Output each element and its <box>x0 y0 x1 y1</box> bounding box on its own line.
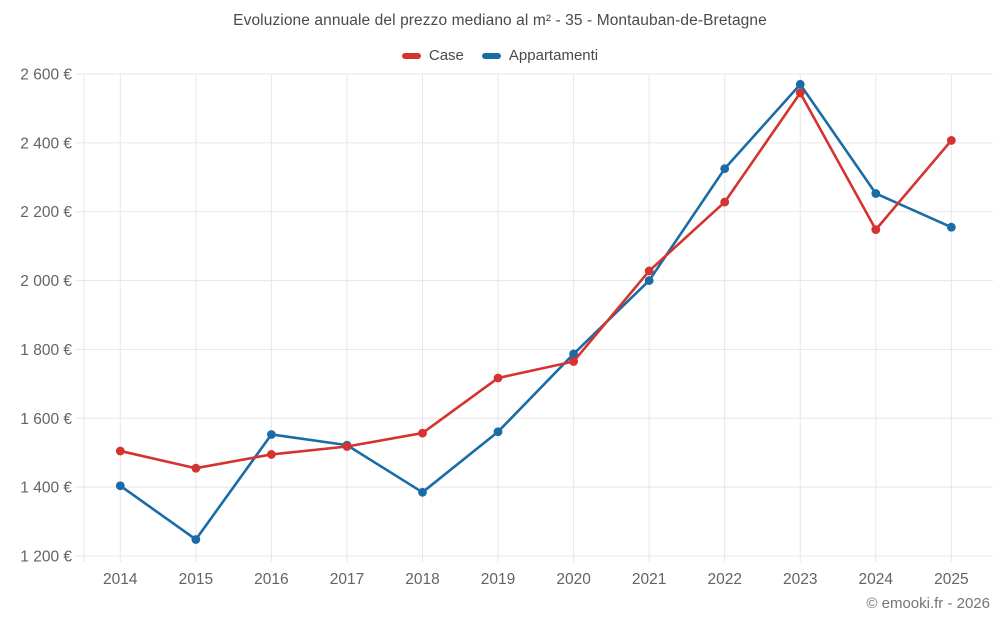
y-axis-tick-label: 2 400 € <box>20 135 72 152</box>
x-axis-tick-label: 2022 <box>707 571 741 588</box>
data-point-appartamenti <box>191 535 201 544</box>
appartamenti-series-swatch-icon <box>481 52 501 59</box>
data-point-appartamenti <box>493 427 503 437</box>
y-axis-tick-label: 1 400 € <box>20 480 72 497</box>
data-point-case <box>720 197 730 207</box>
data-point-case <box>871 225 881 235</box>
x-axis-tick-label: 2018 <box>405 571 439 588</box>
x-axis-tick-label: 2021 <box>632 571 666 588</box>
data-point-case <box>115 446 125 456</box>
data-point-case <box>267 450 276 459</box>
data-point-appartamenti <box>418 487 427 497</box>
data-point-case <box>569 357 578 366</box>
x-axis-tick-label: 2023 <box>783 571 817 588</box>
series-line-appartamenti <box>119 83 953 541</box>
chart-title: Evoluzione annuale del prezzo mediano al… <box>233 12 767 29</box>
data-point-case <box>342 442 352 451</box>
x-axis-tick-label: 2017 <box>330 571 364 588</box>
data-point-case <box>191 463 201 473</box>
legend: Case Appartamenti <box>0 47 1000 64</box>
data-point-appartamenti <box>871 189 881 198</box>
x-axis-tick-label: 2024 <box>859 571 894 588</box>
data-point-case <box>795 88 805 98</box>
x-axis-tick-label: 2020 <box>556 571 591 588</box>
data-point-appartamenti <box>267 430 276 439</box>
y-axis-tick-label: 1 200 € <box>20 549 72 566</box>
y-axis-tick-label: 2 600 € <box>20 67 72 84</box>
legend-item-case[interactable]: Case <box>401 47 464 64</box>
data-point-appartamenti <box>946 222 956 232</box>
legend-label-appartamenti: Appartamenti <box>508 47 599 64</box>
data-point-appartamenti <box>644 276 654 285</box>
y-axis-tick-label: 2 200 € <box>20 204 72 221</box>
data-point-case <box>493 373 503 383</box>
x-axis-tick-label: 2016 <box>254 571 288 588</box>
x-axis-tick-label: 2015 <box>179 571 213 588</box>
data-point-appartamenti <box>569 349 578 359</box>
x-axis-tick-label: 2019 <box>481 571 515 588</box>
data-point-case <box>946 136 956 145</box>
y-axis-tick-label: 1 600 € <box>20 411 72 428</box>
series-line-case <box>119 91 953 470</box>
data-point-case <box>644 266 654 276</box>
data-point-appartamenti <box>720 164 730 174</box>
attribution-text: © emooki.fr - 2026 <box>866 595 990 612</box>
legend-label-case: Case <box>428 47 464 64</box>
x-axis-tick-label: 2025 <box>934 571 968 588</box>
x-axis-tick-label: 2014 <box>103 571 138 588</box>
y-axis-tick-label: 1 800 € <box>20 342 72 359</box>
y-axis-tick-label: 2 000 € <box>20 273 72 290</box>
case-series-swatch-icon <box>401 52 421 59</box>
data-point-case <box>418 428 427 438</box>
legend-item-appartamenti[interactable]: Appartamenti <box>481 47 599 64</box>
data-point-appartamenti <box>795 79 805 89</box>
data-point-appartamenti <box>115 481 125 491</box>
